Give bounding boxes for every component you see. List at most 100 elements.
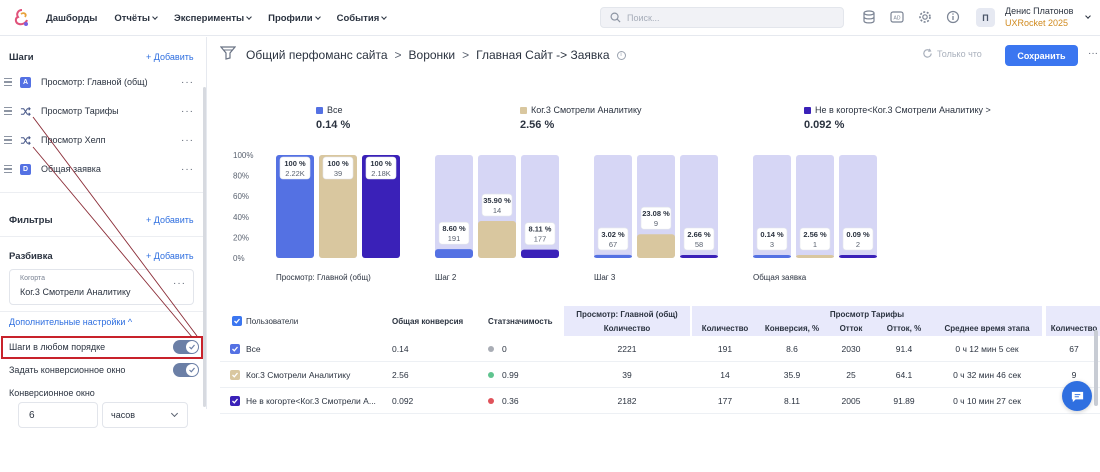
data-label-box bbox=[322, 156, 354, 180]
avatar[interactable]: П bbox=[976, 8, 995, 27]
column-header-avg-time[interactable]: Среднее время этапа bbox=[944, 323, 1030, 333]
add-filter-link[interactable]: + Добавить bbox=[146, 215, 194, 225]
data-label-box bbox=[756, 227, 788, 251]
nav-item-label: Дашборды bbox=[46, 12, 98, 24]
bar[interactable] bbox=[796, 255, 834, 258]
table-row[interactable]: Не в когорте<Ког.3 Смотрели А... 0.36 0.09… bbox=[220, 388, 1100, 414]
column-header-count[interactable]: Количество bbox=[603, 323, 651, 333]
sidebar-scrollbar[interactable] bbox=[203, 87, 206, 407]
nav-item[interactable]: Профили bbox=[268, 13, 321, 24]
bar[interactable] bbox=[753, 255, 791, 258]
breadcrumb-item[interactable]: Общий перфоманс сайта bbox=[246, 48, 388, 62]
data-label-box bbox=[524, 222, 556, 245]
table-cell: 2182 bbox=[617, 396, 637, 406]
nav-item-label: Отчёты bbox=[114, 12, 150, 24]
more-icon[interactable]: ··· bbox=[181, 163, 194, 175]
column-header-significance[interactable]: Статзначимость bbox=[488, 316, 553, 326]
legend-item[interactable]: Все 0.14 % bbox=[316, 105, 350, 131]
app-logo-icon[interactable] bbox=[12, 7, 32, 29]
more-icon[interactable]: ··· bbox=[181, 76, 194, 88]
nav-item[interactable]: Отчёты bbox=[114, 12, 158, 24]
window-value-input[interactable] bbox=[18, 402, 98, 428]
table-cell: 91.89 bbox=[893, 396, 915, 406]
user-menu-chevron-icon[interactable] bbox=[1085, 13, 1091, 19]
nav-item[interactable]: События bbox=[337, 13, 388, 24]
divider bbox=[0, 192, 203, 193]
row-checkbox[interactable] bbox=[230, 388, 244, 414]
legend-swatch bbox=[520, 106, 527, 114]
search-box[interactable] bbox=[600, 7, 844, 28]
table-cell: 0.092 bbox=[392, 396, 414, 406]
breadcrumb-item[interactable]: Воронки bbox=[408, 48, 456, 62]
settings-gear-icon[interactable] bbox=[916, 8, 934, 26]
more-icon[interactable]: ··· bbox=[181, 105, 194, 117]
column-header-churn[interactable]: Отток bbox=[839, 323, 863, 333]
step-item[interactable]: D Общая заявка ··· bbox=[4, 158, 194, 180]
column-header-conversion[interactable]: Конверсия, % bbox=[764, 323, 820, 333]
nav-item[interactable]: Дашборды bbox=[46, 13, 97, 24]
column-header-count[interactable]: Количество bbox=[701, 323, 749, 333]
step-item[interactable]: Просмотр Хелп ··· bbox=[4, 129, 194, 151]
bar[interactable] bbox=[521, 249, 559, 258]
bar[interactable] bbox=[319, 155, 357, 258]
breadcrumb-separator: > bbox=[462, 48, 470, 62]
significance-cell: 0.36 bbox=[488, 388, 558, 414]
column-header-users[interactable]: Пользователи bbox=[246, 316, 299, 326]
table-row[interactable]: Ког.3 Смотрели Аналитику 0.99 2.56 39 14 35.9… bbox=[220, 362, 1100, 388]
row-checkbox[interactable] bbox=[230, 362, 244, 388]
data-label-percent: 0.14 % bbox=[760, 230, 784, 239]
any-order-toggle[interactable] bbox=[173, 340, 199, 354]
drag-handle-icon[interactable] bbox=[4, 136, 12, 144]
legend-value: 2.56 % bbox=[520, 119, 555, 131]
bar[interactable] bbox=[435, 249, 473, 258]
legend-item[interactable]: Ког.3 Смотрели Аналитику 2.56 % bbox=[520, 105, 642, 131]
search-input[interactable] bbox=[627, 12, 827, 23]
add-breakdown-link[interactable]: + Добавить bbox=[146, 251, 194, 261]
data-label-count: 58 bbox=[695, 240, 703, 249]
drag-handle-icon[interactable] bbox=[4, 78, 12, 86]
column-header-churn-pct[interactable]: Отток, % bbox=[886, 323, 922, 333]
table-scrollbar[interactable] bbox=[1094, 330, 1098, 406]
step-item[interactable]: A Просмотр: Главной (общ) ··· bbox=[4, 71, 194, 93]
column-header-count[interactable]: Количество bbox=[1050, 323, 1098, 333]
data-label-box bbox=[597, 227, 629, 251]
more-icon[interactable]: ··· bbox=[1088, 48, 1098, 59]
legend-item[interactable]: Не в когорте<Ког.3 Смотрели Аналитику > … bbox=[804, 105, 991, 131]
nav-item[interactable]: Эксперименты bbox=[174, 13, 252, 24]
chat-button[interactable] bbox=[1062, 381, 1092, 411]
bar[interactable] bbox=[637, 234, 675, 258]
top-icons: AD bbox=[860, 8, 962, 26]
select-all-checkbox[interactable] bbox=[230, 314, 244, 328]
info-icon[interactable] bbox=[944, 8, 962, 26]
info-icon[interactable]: i bbox=[616, 50, 626, 60]
ad-icon[interactable]: AD bbox=[888, 8, 906, 26]
cohort-selector[interactable]: Когорта Ког.3 Смотрели Аналитику ··· bbox=[9, 269, 194, 305]
bar[interactable] bbox=[362, 155, 400, 258]
database-icon[interactable] bbox=[860, 8, 878, 26]
drag-handle-icon[interactable] bbox=[4, 165, 12, 173]
add-step-link[interactable]: + Добавить bbox=[146, 52, 194, 62]
drag-handle-icon[interactable] bbox=[4, 107, 12, 115]
more-settings-link[interactable]: Дополнительные настройки ^ bbox=[9, 317, 133, 327]
bar[interactable] bbox=[680, 255, 718, 258]
refresh-button[interactable]: Только что bbox=[922, 48, 982, 59]
save-button[interactable]: Сохранить bbox=[1005, 45, 1078, 66]
row-checkbox[interactable] bbox=[230, 336, 244, 362]
header-band bbox=[564, 306, 690, 336]
bar[interactable] bbox=[839, 255, 877, 258]
table-cell: 0 ч 10 мин 27 сек bbox=[953, 396, 1021, 406]
bar[interactable] bbox=[594, 254, 632, 258]
step-item[interactable]: Просмотр Тарифы ··· bbox=[4, 100, 194, 122]
user-block[interactable]: Денис Платонов UXRocket 2025 bbox=[1005, 6, 1073, 28]
more-icon[interactable]: ··· bbox=[181, 134, 194, 146]
bar[interactable] bbox=[478, 221, 516, 258]
bar[interactable] bbox=[276, 155, 314, 258]
chat-icon bbox=[1071, 391, 1083, 402]
window-unit-select[interactable]: часов bbox=[102, 402, 188, 428]
more-icon[interactable]: ··· bbox=[173, 278, 186, 289]
column-header-overall-conversion[interactable]: Общая конверсия bbox=[392, 316, 464, 326]
category-label: Общая заявка bbox=[753, 273, 807, 282]
table-row[interactable]: Все 0 0.14 2221 191 8.6 2030 91.4 0 ч 12 мин 5 с… bbox=[220, 336, 1100, 362]
conversion-window-toggle[interactable] bbox=[173, 363, 199, 377]
data-label-count: 2 bbox=[856, 240, 860, 249]
